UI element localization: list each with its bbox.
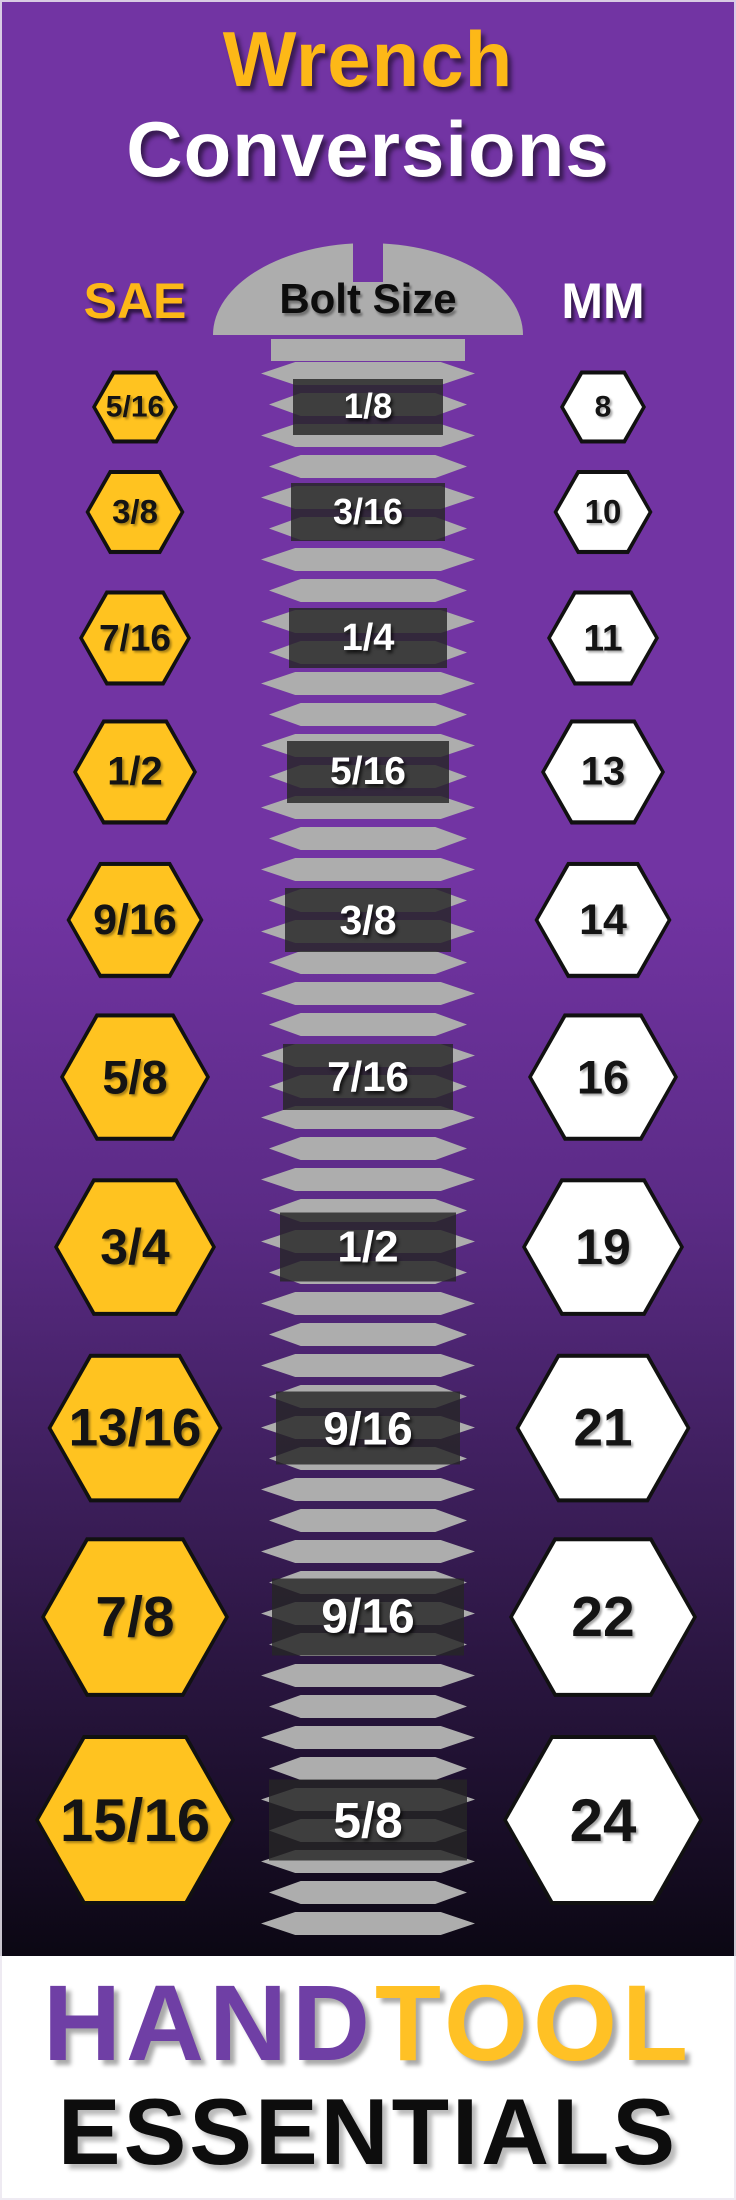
sae-hexagon: 5/8 [60,1013,210,1141]
column-header-sae: SAE [83,273,187,329]
mm-hexagon: 19 [522,1178,684,1316]
mm-hexagon: 14 [534,861,672,979]
mm-value: 16 [576,1050,630,1104]
sae-hexagon: 5/16 [92,370,178,444]
bolt-thread-band [269,1013,467,1036]
sae-value: 3/8 [112,492,158,530]
sae-value: 7/16 [98,617,171,658]
mm-hexagon: 24 [503,1735,703,1905]
bolt-thread-band [269,951,467,974]
bolt-size-value: 5/8 [333,1792,403,1848]
bolt-size-value: 3/8 [339,896,397,943]
mm-value: 11 [583,617,623,658]
column-header-bolt-size: Bolt Size [279,275,457,322]
bolt-size-label: 1/4 [289,608,447,668]
sae-hexagon: 3/8 [85,469,185,555]
sae-value: 1/2 [107,749,163,794]
bolt-size-value: 3/16 [332,491,404,532]
bolt-size-label: 1/8 [293,379,443,435]
brand-hand: HAND [43,1962,375,2083]
bolt-head-slot [353,242,383,282]
bolt-size-value: 9/16 [321,1590,415,1644]
mm-hexagon: 8 [560,370,646,444]
bolt-thread-band [269,1137,467,1160]
mm-value: 24 [569,1786,637,1854]
sae-value: 5/16 [105,390,165,423]
bolt-size-label: 3/16 [291,483,445,541]
sae-value: 7/8 [95,1584,175,1649]
mm-value: 22 [571,1584,635,1649]
bolt-thread-band [261,982,475,1005]
bolt-thread-band [269,1695,467,1718]
sae-hexagon: 9/16 [66,861,204,979]
bolt-size-label: 9/16 [276,1391,460,1465]
sae-hexagon: 13/16 [47,1353,223,1503]
mm-value: 10 [584,492,622,530]
sae-hexagon: 7/8 [41,1537,229,1697]
bolt-size-label: 1/2 [280,1212,456,1282]
bolt-thread-band [269,827,467,850]
mm-value: 14 [579,895,627,944]
sae-value: 13/16 [68,1398,202,1458]
bolt-thread-band [261,1664,475,1687]
mm-value: 13 [580,749,626,794]
bolt-size-value: 1/2 [337,1222,399,1271]
mm-hexagon: 21 [515,1353,691,1503]
sae-hexagon: 15/16 [35,1735,235,1905]
sae-hexagon: 7/16 [79,590,191,686]
brand-name: HANDTOOL [0,1960,736,2085]
bolt-thread-band [261,1726,475,1749]
bolt-size-label: 9/16 [272,1578,464,1656]
mm-hexagon: 10 [553,469,653,555]
brand-footer: HANDTOOL ESSENTIALS [0,1956,736,2200]
mm-hexagon: 11 [547,590,659,686]
bolt-thread-band [261,1106,475,1129]
sae-value: 15/16 [59,1786,211,1854]
column-header-mm: MM [561,273,645,329]
bolt-size-value: 1/8 [343,387,393,426]
bolt-thread-band [261,858,475,881]
bolt-thread-band [269,455,467,478]
sae-hexagon: 3/4 [54,1178,216,1316]
bolt-size-label: 5/8 [269,1779,467,1861]
bolt-size-label: 3/8 [285,888,451,952]
mm-hexagon: 22 [509,1537,697,1697]
mm-value: 21 [573,1398,633,1458]
mm-hexagon: 16 [528,1013,678,1141]
bolt-thread-band [261,1912,475,1935]
sae-value: 3/4 [100,1219,170,1275]
sae-hexagon: 1/2 [73,719,197,825]
mm-value: 19 [575,1219,631,1275]
sae-value: 5/8 [102,1050,168,1104]
poster-title-line2: Conversions [126,105,610,193]
bolt-thread-band [269,703,467,726]
brand-essentials: ESSENTIALS [57,2079,679,2184]
bolt-thread-band [269,1881,467,1904]
bolt-thread-band [261,1292,475,1315]
bolt-size-value: 1/4 [341,616,395,659]
sae-value: 9/16 [93,895,177,944]
bolt-size-value: 5/16 [330,750,406,793]
bolt-thread-band [261,548,475,571]
bolt-thread-band [269,1509,467,1532]
mm-hexagon: 13 [541,719,665,825]
bolt-size-label: 5/16 [287,741,449,803]
bolt-size-value: 9/16 [323,1402,413,1454]
bolt-thread-band [261,1478,475,1501]
bolt-size-label: 7/16 [283,1044,453,1110]
bolt-thread-band [261,1168,475,1191]
bolt-thread-band [261,1540,475,1563]
bolt-thread-band [261,1354,475,1377]
bolt-neck [271,339,465,361]
bolt-thread-band [269,1757,467,1780]
bolt-thread-band [269,1323,467,1346]
poster-title-line1: Wrench [222,15,514,103]
bolt-thread-band [261,672,475,695]
bolt-size-value: 7/16 [327,1053,409,1100]
brand-tool: TOOL [374,1962,693,2083]
mm-value: 8 [594,390,612,423]
bolt-thread-band [269,579,467,602]
